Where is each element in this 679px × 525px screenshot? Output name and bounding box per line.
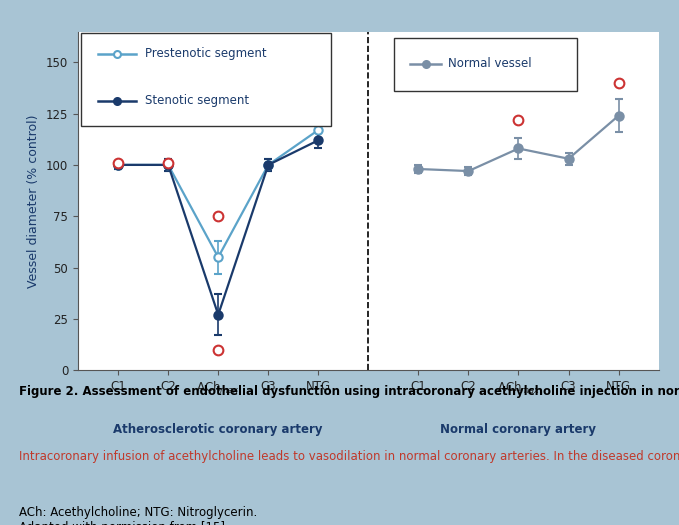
Text: Intracoronary infusion of acethylcholine leads to vasodilation in normal coronar: Intracoronary infusion of acethylcholine…	[19, 450, 679, 463]
Text: Stenotic segment: Stenotic segment	[145, 94, 249, 108]
Text: Normal coronary artery: Normal coronary artery	[441, 423, 596, 436]
Text: Figure 2. Assessment of endothelial dysfunction using intracoronary acethylcholi: Figure 2. Assessment of endothelial dysf…	[19, 385, 679, 398]
FancyBboxPatch shape	[81, 33, 331, 127]
Y-axis label: Vessel diameter (% control): Vessel diameter (% control)	[27, 114, 41, 288]
FancyBboxPatch shape	[394, 38, 577, 91]
Text: Atherosclerotic coronary artery: Atherosclerotic coronary artery	[113, 423, 323, 436]
Text: Prestenotic segment: Prestenotic segment	[145, 47, 266, 60]
Text: Normal vessel: Normal vessel	[448, 57, 532, 70]
Text: ACh: Acethylcholine; NTG: Nitroglycerin.
Adapted with permission from [15].: ACh: Acethylcholine; NTG: Nitroglycerin.…	[19, 506, 257, 525]
